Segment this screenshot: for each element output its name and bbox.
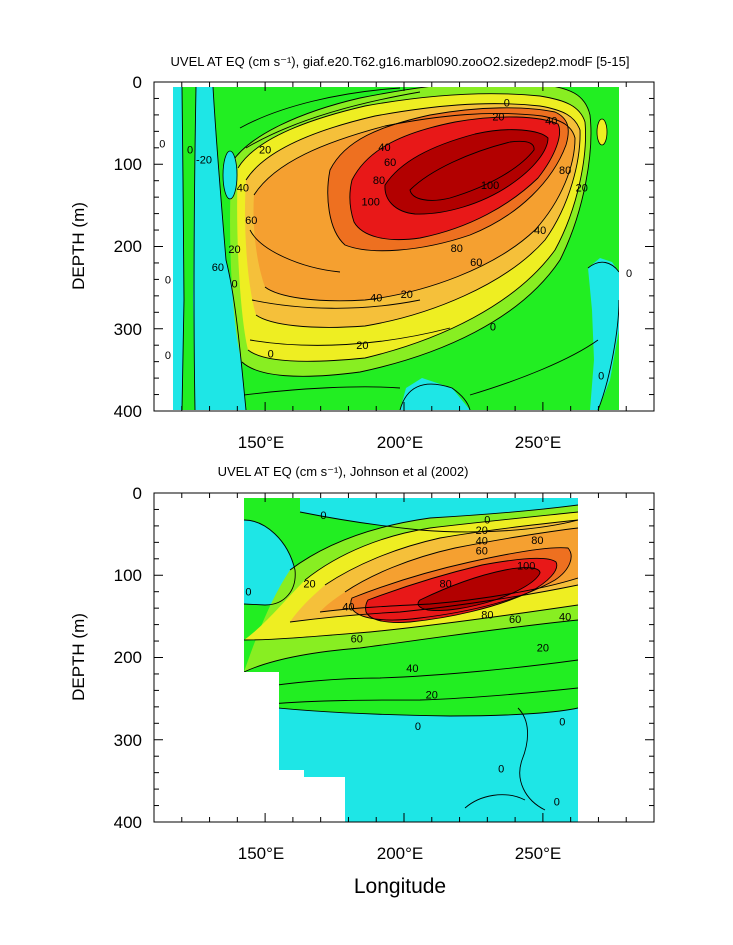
top-contour-label-20: 0	[490, 321, 496, 333]
top-contour-label-6: 80	[373, 175, 385, 187]
top-contour-label-18: 20	[401, 289, 413, 301]
bot-contour-label-0: 0	[484, 514, 490, 526]
bot-contour-label-18: 0	[415, 721, 421, 733]
bot-ytick-100: 100	[114, 566, 142, 585]
bot-ylabel: DEPTH (m)	[69, 613, 88, 701]
top-ytick-100: 100	[114, 155, 142, 174]
top-xtick-250: 250°E	[515, 433, 562, 452]
top-ticks	[154, 81, 654, 412]
top-xtick-150: 150°E	[238, 433, 285, 452]
top-ytick-0: 0	[133, 73, 142, 92]
top-contour-label-16: 40	[534, 225, 546, 237]
top-contour-label-17: 40	[370, 292, 382, 304]
top-contour-label-9: 80	[559, 165, 571, 177]
bot-ytick-300: 300	[114, 731, 142, 750]
top-contour-label-14: 80	[451, 243, 463, 255]
panel-bottom-title: UVEL AT EQ (cm s⁻¹), Johnson et al (2002…	[218, 464, 469, 479]
top-contour-label-27: 0	[268, 348, 274, 360]
panel-top-field	[173, 87, 619, 410]
top-ylabel: DEPTH (m)	[69, 202, 88, 290]
top-cyan-east	[588, 258, 619, 410]
top-contour-label-11: 60	[245, 215, 257, 227]
panel-top: UVEL AT EQ (cm s⁻¹), giaf.e20.T62.g16.ma…	[69, 54, 655, 452]
panel-bottom: UVEL AT EQ (cm s⁻¹), Johnson et al (2002…	[69, 464, 655, 898]
bot-contour-label-20: 0	[498, 764, 504, 776]
bottom-ticks	[154, 492, 654, 823]
top-xtick-200: 200°E	[377, 433, 424, 452]
bot-contour-label-19: 0	[559, 717, 565, 729]
top-contour-label-15: 60	[470, 257, 482, 269]
bot-ytick-0: 0	[133, 484, 142, 503]
panel-top-title: UVEL AT EQ (cm s⁻¹), giaf.e20.T62.g16.ma…	[171, 54, 630, 69]
top-contour-label-25: 0	[165, 274, 171, 286]
bot-ytick-400: 400	[114, 813, 142, 832]
bot-contour-label-3: 60	[476, 546, 488, 558]
top-contour-label-29: 0	[626, 268, 632, 280]
bot-contour-label-4: 80	[531, 535, 543, 547]
top-ytick-200: 200	[114, 237, 142, 256]
top-ytick-300: 300	[114, 320, 142, 339]
bot-ytick-200: 200	[114, 648, 142, 667]
bot-contour-label-13: 60	[509, 614, 521, 626]
top-contour-label-28: 20	[576, 182, 588, 194]
bot-contour-label-6: 20	[303, 578, 315, 590]
bot-contour-label-12: 80	[481, 610, 493, 622]
bot-darkred-core	[418, 567, 540, 611]
bot-cyan-deep	[244, 704, 578, 822]
top-contour-label-7: 100	[481, 180, 499, 192]
top-cyan-west-stripe	[173, 87, 184, 410]
top-contour-label-1: 20	[492, 112, 504, 124]
top-contour-label-22: 0	[187, 144, 193, 156]
top-contour-label-10: 40	[237, 182, 249, 194]
top-contour-label-23: 0	[159, 139, 165, 151]
bot-contour-label-10: 80	[440, 578, 452, 590]
top-contour-label-0: 0	[504, 98, 510, 110]
bot-contour-lines	[244, 504, 578, 811]
top-contour-label-19: 20	[356, 340, 368, 352]
bot-contour-label-8: 40	[342, 602, 354, 614]
bot-contour-label-16: 40	[406, 663, 418, 675]
bot-contour-label-17: 20	[426, 690, 438, 702]
top-contour-label-5: 60	[384, 157, 396, 169]
top-contour-label-21: -20	[196, 154, 212, 166]
top-darkred-core	[384, 129, 548, 215]
bot-contour-label-15: 20	[537, 643, 549, 655]
top-contour-lines	[181, 87, 619, 410]
top-contour-label-12: 20	[228, 244, 240, 256]
bot-xtick-200: 200°E	[377, 844, 424, 863]
bot-xtick-250: 250°E	[515, 844, 562, 863]
bot-contour-label-14: 40	[559, 611, 571, 623]
bot-contour-label-21: 0	[554, 796, 560, 808]
top-cyan-west-column	[193, 87, 246, 410]
top-contour-label-26: 0	[165, 350, 171, 362]
bot-contour-label-11: 100	[517, 560, 535, 572]
bot-contour-label-5: 0	[320, 510, 326, 522]
top-contour-label-13: 60	[212, 262, 224, 274]
x-axis-label: Longitude	[354, 875, 446, 898]
panel-bottom-field	[244, 498, 578, 822]
top-east-bubble	[596, 118, 608, 146]
top-contour-label-4: 40	[378, 142, 390, 154]
bot-contour-label-1: 20	[476, 525, 488, 537]
top-cyan-deep-bottom	[400, 378, 470, 410]
top-contour-label-8: 100	[361, 196, 379, 208]
bot-xtick-150: 150°E	[238, 844, 285, 863]
bot-contour-label-9: 60	[351, 634, 363, 646]
top-contour-label-30: 0	[598, 371, 604, 383]
top-contour-label-24: 0	[231, 279, 237, 291]
bot-contour-label-2: 40	[476, 536, 488, 548]
top-contour-label-2: 40	[545, 116, 557, 128]
top-ytick-400: 400	[114, 402, 142, 421]
top-west-eddy	[222, 150, 238, 200]
bot-contour-label-7: 0	[245, 587, 251, 599]
top-contour-label-3: 20	[259, 144, 271, 156]
